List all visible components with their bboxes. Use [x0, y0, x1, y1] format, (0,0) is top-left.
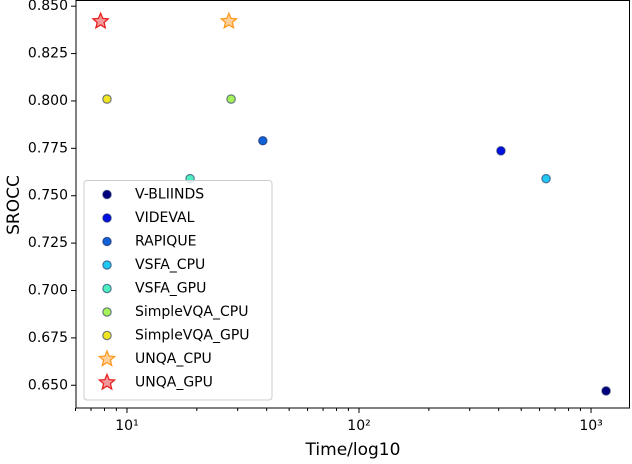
point [102, 260, 112, 270]
point [102, 330, 112, 341]
point [102, 94, 112, 104]
x-axis-label: Time/log10 [305, 440, 401, 460]
y-tick-label: 0.775 [28, 140, 68, 156]
y-tick-label: 0.800 [28, 93, 68, 109]
y-tick-label: 0.675 [28, 330, 68, 346]
legend-label: VSFA_GPU [135, 281, 206, 297]
star-marker [219, 11, 239, 30]
legend-label: RAPIQUE [135, 234, 196, 250]
plot-frame [75, 0, 630, 409]
point [541, 173, 551, 184]
star-marker [97, 372, 117, 391]
x-tick-label: 10² [347, 418, 370, 434]
y-tick-label: 0.750 [28, 188, 68, 204]
x-tick-label: 10³ [579, 418, 602, 434]
legend-label: VSFA_CPU [135, 257, 205, 273]
point [102, 189, 112, 200]
y-axis-label: SROCC [4, 175, 24, 235]
x-tick-label: 10¹ [115, 418, 138, 434]
legend-label: UNQA_GPU [135, 375, 213, 391]
y-tick-label: 0.850 [28, 0, 68, 14]
y-tick-label: 0.650 [28, 377, 68, 393]
legend-label: UNQA_CPU [135, 351, 212, 367]
star-marker [97, 349, 117, 367]
point [226, 94, 236, 104]
legend-label: VIDEVAL [135, 210, 195, 226]
point [102, 213, 112, 223]
legend-box [83, 180, 273, 401]
legend-label: SimpleVQA_CPU [135, 304, 248, 320]
point [496, 146, 506, 156]
y-tick-label: 0.700 [28, 282, 68, 298]
y-tick-label: 0.725 [28, 235, 68, 251]
point [258, 135, 268, 146]
star-marker [91, 11, 110, 30]
legend-label: SimpleVQA_GPU [135, 328, 250, 344]
point [102, 236, 112, 247]
point [601, 386, 611, 396]
point [102, 307, 112, 317]
legend-label: V-BLIINDS [135, 187, 204, 203]
point [102, 283, 112, 294]
y-tick-label: 0.825 [28, 46, 68, 62]
